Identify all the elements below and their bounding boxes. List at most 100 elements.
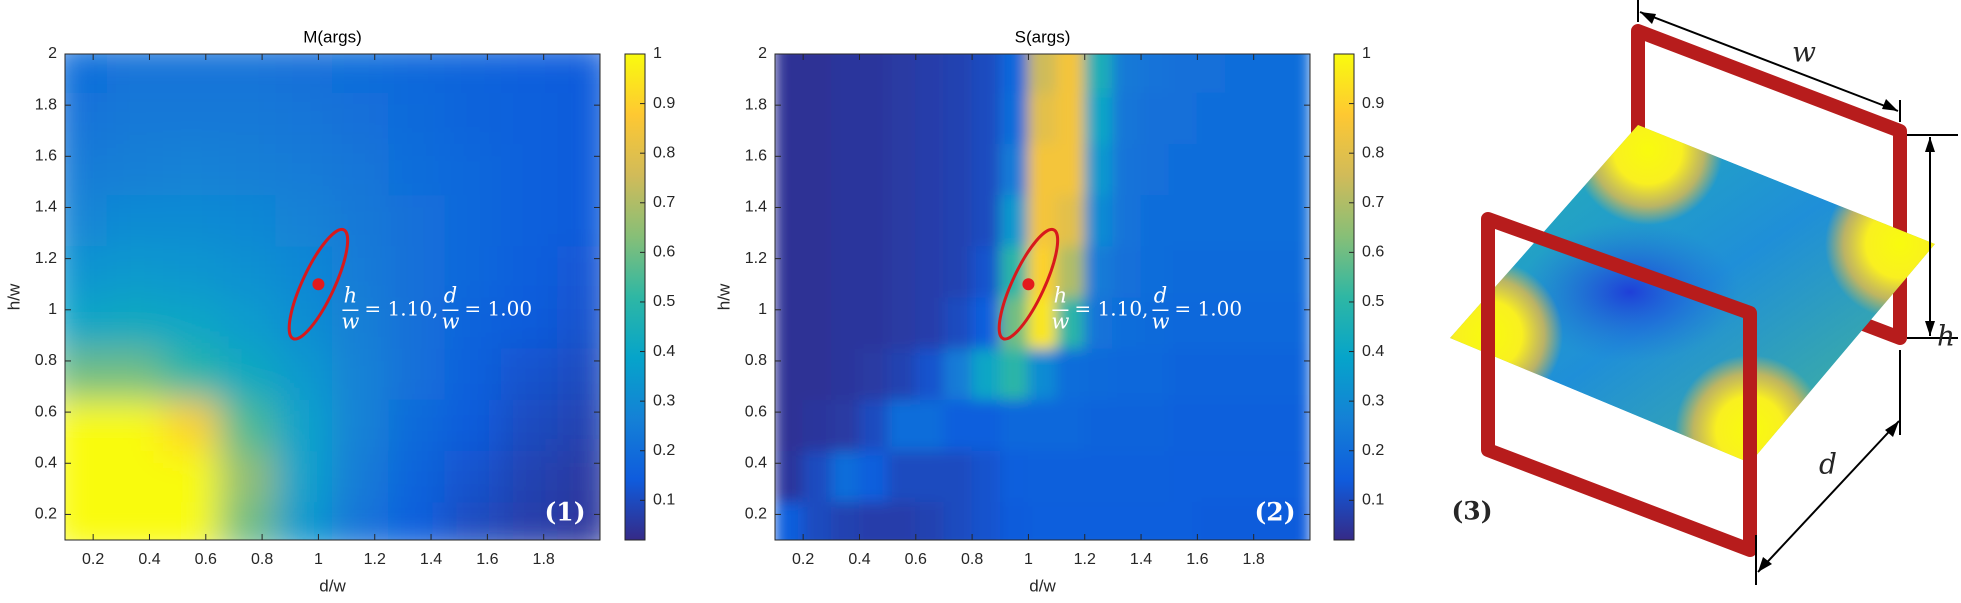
cell — [1084, 194, 1114, 247]
x-tick-label: 1.6 — [476, 551, 498, 568]
y-tick-label: 0.4 — [35, 454, 57, 471]
cell — [830, 296, 860, 349]
cell — [65, 143, 108, 196]
cell — [444, 347, 502, 400]
cell — [444, 194, 502, 247]
cell — [1168, 245, 1198, 298]
cell — [858, 449, 889, 503]
x-tick-label: 1.2 — [1074, 551, 1096, 568]
cell — [1281, 194, 1310, 247]
cell — [500, 245, 559, 298]
y-axis-label: h/w — [714, 283, 733, 310]
cell — [219, 91, 277, 145]
panel-label: (2) — [1254, 498, 1295, 527]
cell — [830, 347, 860, 400]
cell — [1225, 501, 1255, 540]
cell — [332, 296, 390, 349]
cell — [971, 143, 1001, 196]
cell — [219, 245, 277, 298]
heatmap-cells — [65, 54, 600, 540]
colorbar-tick-label: 1 — [653, 45, 662, 62]
cell — [163, 347, 221, 400]
y-tick-label: 1.6 — [745, 148, 767, 165]
cell — [106, 54, 165, 93]
heatmap-area — [65, 54, 600, 540]
cell — [1027, 54, 1058, 93]
cell — [65, 245, 108, 298]
chart-title: M(args) — [303, 27, 362, 46]
cell — [1253, 398, 1283, 451]
label-w: w — [1792, 36, 1816, 69]
cell — [858, 194, 889, 247]
cell — [1253, 143, 1283, 196]
cell — [163, 91, 221, 145]
fraction-numerator: h — [1054, 284, 1068, 308]
colorbar — [624, 53, 646, 541]
cell — [830, 194, 860, 247]
cell — [1056, 449, 1086, 503]
x-tick-label: 0.4 — [138, 551, 160, 568]
cell — [802, 143, 832, 196]
cell — [887, 449, 917, 503]
cell — [1140, 245, 1170, 298]
cell — [1281, 91, 1310, 145]
fraction-numerator: d — [1154, 284, 1167, 308]
cell — [1084, 501, 1114, 540]
y-tick-label: 0.2 — [745, 506, 767, 523]
cell — [444, 398, 502, 451]
cell — [1196, 143, 1227, 196]
cell — [1056, 501, 1086, 540]
cell — [444, 54, 502, 93]
fraction-numerator: h — [344, 284, 358, 308]
cell — [388, 449, 446, 503]
cell — [557, 296, 600, 349]
cell — [830, 54, 860, 93]
cell — [65, 296, 108, 349]
chart-title: S(args) — [1015, 27, 1071, 46]
cell — [1112, 501, 1142, 540]
cell — [275, 143, 333, 196]
cell — [557, 143, 600, 196]
cell — [943, 245, 973, 298]
cell — [943, 347, 973, 400]
cell — [1281, 398, 1310, 451]
cell — [1196, 91, 1227, 145]
cell — [1140, 449, 1170, 503]
colorbar-tick-label: 0.7 — [653, 194, 675, 211]
cell — [802, 91, 832, 145]
cell — [999, 449, 1029, 503]
cell — [887, 143, 917, 196]
x-tick-label: 0.6 — [905, 551, 927, 568]
y-tick-label: 1.8 — [745, 96, 767, 113]
cell — [830, 143, 860, 196]
cell — [971, 347, 1001, 400]
colorbar-tick-label: 0.8 — [653, 144, 675, 161]
cell — [775, 245, 804, 298]
cell — [775, 398, 804, 451]
cell — [219, 296, 277, 349]
cell — [802, 54, 832, 93]
x-tick-label: 1.4 — [420, 551, 442, 568]
y-tick-label: 1.2 — [745, 250, 767, 267]
y-tick-label: 1.8 — [35, 96, 57, 113]
cell — [858, 501, 889, 540]
cell — [1253, 296, 1283, 349]
colorbar-tick-label: 0.9 — [1362, 95, 1384, 112]
cell — [1027, 296, 1058, 349]
cell — [830, 501, 860, 540]
cell — [219, 449, 277, 503]
y-tick-label: 1.2 — [35, 250, 57, 267]
cell — [163, 501, 221, 540]
cell — [557, 245, 600, 298]
cell — [887, 245, 917, 298]
x-tick-label: 0.2 — [82, 551, 104, 568]
x-tick-label: 1.8 — [533, 551, 555, 568]
cell — [444, 245, 502, 298]
cell — [802, 398, 832, 451]
cell — [1112, 449, 1142, 503]
cell — [332, 398, 390, 451]
colorbar-tick-label: 0.7 — [1362, 194, 1384, 211]
marker — [1022, 278, 1035, 291]
cell — [1140, 347, 1170, 400]
cell — [1253, 194, 1283, 247]
